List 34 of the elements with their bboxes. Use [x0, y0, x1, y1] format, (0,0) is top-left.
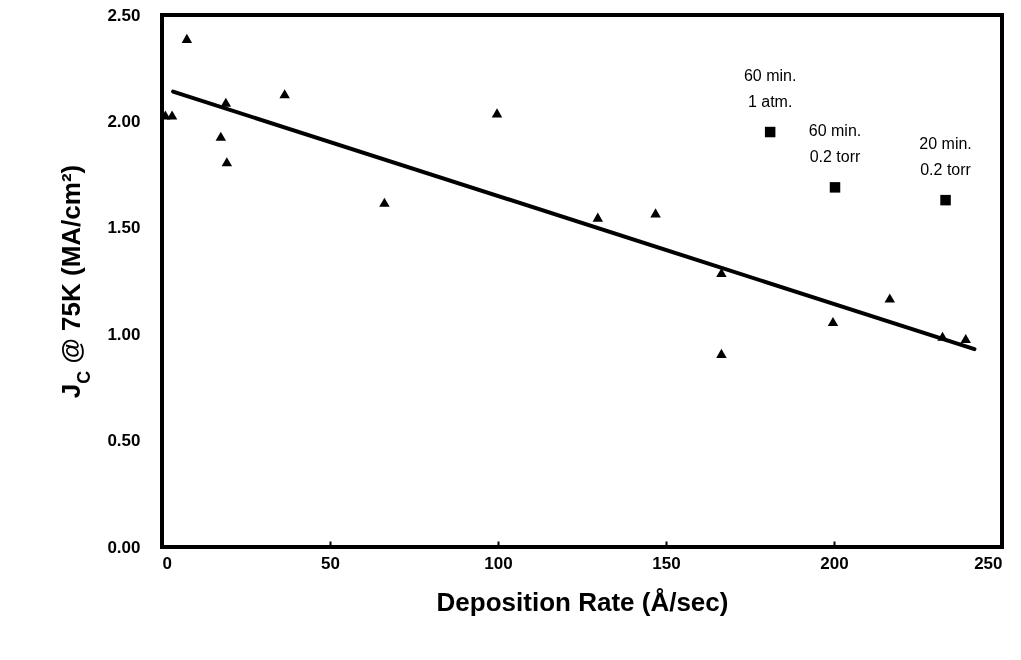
x-axis-title: Deposition Rate (Å/sec)	[436, 586, 729, 617]
point	[491, 108, 503, 118]
point	[884, 293, 896, 303]
point	[716, 348, 727, 358]
annotation: 60 min. 1 atm.	[743, 67, 797, 111]
point	[279, 89, 290, 99]
y-tick-label: 2.00	[107, 111, 141, 131]
annotation: 20 min. 0.2 torr	[919, 135, 972, 179]
y-tick-label: 1.00	[107, 324, 141, 344]
point	[220, 97, 232, 107]
x-tick-label: 150	[652, 553, 681, 573]
point	[940, 194, 951, 206]
point	[379, 197, 390, 207]
point	[960, 333, 971, 343]
y-tick-label: 0.50	[107, 431, 141, 451]
point	[221, 157, 233, 167]
point	[215, 131, 227, 141]
x-tick-label: 0	[162, 553, 172, 573]
y-tick-label: 0.00	[107, 537, 141, 557]
x-tick-label: 100	[484, 553, 513, 573]
y-tick-label: 1.50	[107, 218, 141, 238]
x-tick-label: 250	[974, 553, 1003, 573]
point	[827, 316, 839, 326]
y-tick-label: 2.50	[107, 5, 141, 25]
point	[829, 182, 841, 193]
point	[166, 110, 178, 120]
point	[650, 208, 661, 218]
x-tick-label: 200	[820, 553, 849, 573]
x-tick-label: 50	[321, 553, 340, 573]
point	[592, 212, 604, 222]
point	[181, 33, 193, 43]
point	[937, 331, 948, 341]
annotation: 60 min. 0.2 torr	[808, 122, 862, 166]
point	[764, 126, 776, 138]
